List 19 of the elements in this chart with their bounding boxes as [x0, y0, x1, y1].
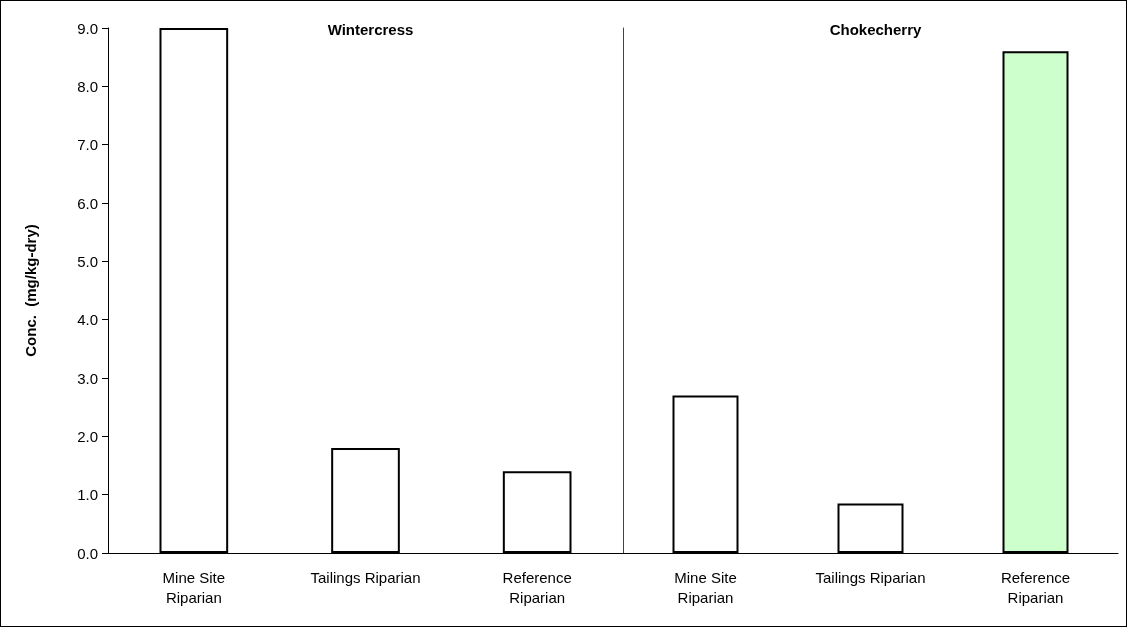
y-tick-label: 5.0 [77, 252, 98, 270]
y-tick-label: 6.0 [77, 194, 98, 212]
y-tick-label: 0.0 [77, 544, 98, 562]
y-tick-label: 4.0 [77, 311, 98, 329]
y-tick-label: 3.0 [77, 369, 98, 387]
chart-title: Chokecherry [829, 21, 922, 38]
x-tick-label: Reference Riparian [1000, 568, 1071, 606]
y-tick-label: 2.0 [77, 427, 98, 445]
x-tick-label: Mine Site Riparian [162, 568, 226, 606]
y-axis-title: Conc. (mg/kg-dry) [22, 224, 39, 357]
y-tick-label: 9.0 [77, 19, 98, 37]
x-tick-label: Reference Riparian [502, 568, 572, 606]
x-tick-label: Tailings Riparian [815, 568, 926, 586]
y-tick-label: 8.0 [77, 77, 98, 95]
chart-title: Wintercress [327, 21, 414, 38]
y-tick-label: 7.0 [77, 136, 98, 154]
x-tick-label: Mine Site Riparian [674, 568, 737, 606]
y-tick-label: 1.0 [77, 486, 98, 504]
x-tick-label: Tailings Riparian [310, 568, 421, 586]
